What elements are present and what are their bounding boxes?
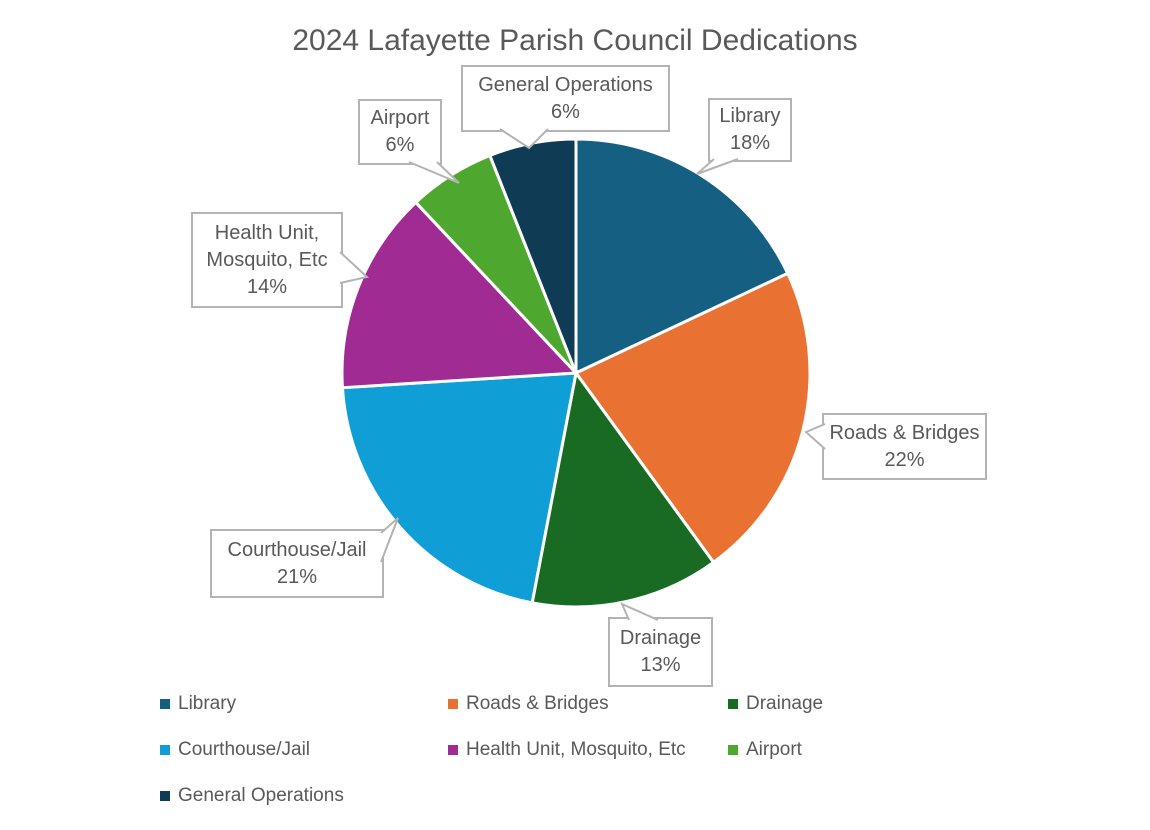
legend-label: Airport (746, 739, 802, 760)
legend-swatch-drainage (728, 699, 738, 709)
legend-swatch-general-operations (160, 791, 170, 801)
callout-label: Roads & Bridges (829, 421, 980, 444)
callout-label: General Operations (478, 73, 653, 96)
pie-slice-health-unit-mosquito-etc (340, 200, 578, 390)
pie-slice-courthouse-jail (340, 371, 578, 605)
chart-title: 2024 Lafayette Parish Council Dedication… (292, 24, 858, 57)
legend-item-airport: Airport (728, 739, 802, 761)
pie-slice-drainage (530, 371, 716, 609)
legend-swatch-library (160, 699, 170, 709)
legend-swatch-roads-bridges (448, 699, 458, 709)
callout-label: Airport (370, 107, 430, 129)
callout-health-unit: Health Unit, Mosquito, Etc 14% (191, 212, 343, 308)
callout-label: Health Unit, (214, 221, 320, 244)
pie-slice-roads-bridges (574, 271, 812, 564)
legend-swatch-airport (728, 745, 738, 755)
callout-courthouse-jail: Courthouse/Jail 21% (210, 529, 384, 598)
callout-general-operations: General Operations 6% (461, 65, 670, 132)
callout-label: Drainage (619, 627, 702, 649)
legend-label: Health Unit, Mosquito, Etc (466, 739, 686, 760)
legend-label: Courthouse/Jail (178, 739, 311, 760)
callout-value: 18% (729, 132, 771, 154)
callout-label: Courthouse/Jail (227, 538, 367, 561)
callout-roads-bridges: Roads & Bridges 22% (822, 413, 987, 480)
legend-item-library: Library (160, 693, 236, 715)
callout-value: 6% (551, 100, 580, 123)
callout-value: 13% (640, 654, 681, 676)
legend-swatch-courthouse-jail (160, 745, 170, 755)
legend-swatch-health-unit (448, 745, 458, 755)
legend-item-drainage: Drainage (728, 693, 823, 715)
callout-label: Library (719, 105, 781, 127)
callout-value: 6% (385, 134, 415, 156)
callout-value: 22% (884, 448, 925, 471)
pie-slices-group (340, 137, 812, 609)
legend-item-health-unit: Health Unit, Mosquito, Etc (448, 739, 686, 761)
pie-slice-library (574, 137, 790, 375)
callout-drainage: Drainage 13% (608, 617, 713, 687)
callout-value: 21% (276, 565, 318, 588)
legend-item-general-operations: General Operations (160, 785, 344, 807)
legend-item-courthouse-jail: Courthouse/Jail (160, 739, 310, 761)
callout-library: Library 18% (708, 98, 792, 162)
callout-airport: Airport 6% (358, 99, 442, 165)
callout-label: Mosquito, Etc (206, 248, 328, 271)
legend-item-roads-bridges: Roads & Bridges (448, 693, 609, 715)
legend-label: General Operations (178, 785, 344, 806)
legend-label: Drainage (746, 693, 824, 714)
legend-label: Roads & Bridges (466, 693, 609, 714)
callout-value: 14% (246, 275, 288, 298)
legend-label: Library (178, 693, 237, 714)
